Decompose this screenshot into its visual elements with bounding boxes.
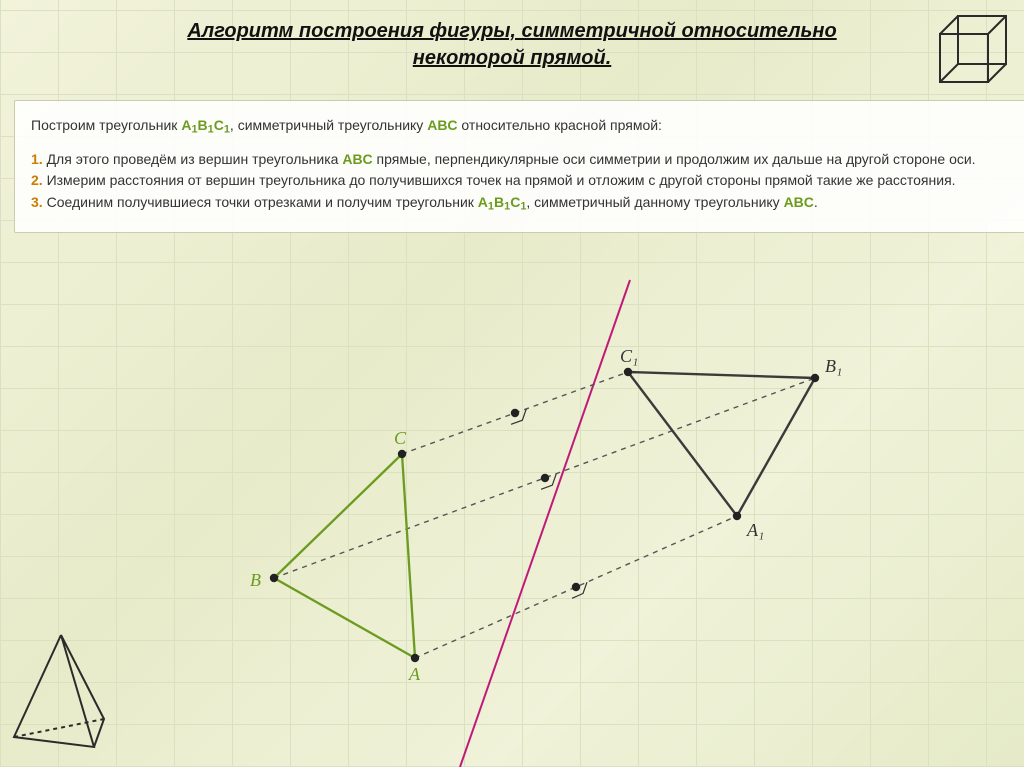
s1a: Для этого проведём из вершин треугольник… — [43, 151, 343, 167]
t-b: B — [198, 117, 208, 133]
intro-mid: , симметричный треугольнику — [230, 117, 427, 133]
t-c: C — [214, 117, 224, 133]
step-1: 1. Для этого проведём из вершин треуголь… — [31, 149, 1024, 171]
s3b: , симметричный данному треугольнику — [526, 194, 783, 210]
intro-pre: Построим треугольник — [31, 117, 181, 133]
abc1: ABC — [427, 117, 457, 133]
n2: 2. — [31, 172, 43, 188]
n3: 3. — [31, 194, 43, 210]
intro-post: относительно красной прямой: — [458, 117, 662, 133]
title-line1: Алгоритм построения фигуры, симметричной… — [187, 20, 836, 42]
step-3: 3. Соединим получившиеся точки отрезками… — [31, 192, 1024, 216]
title-line2: некоторой прямой. — [413, 47, 612, 69]
t-a: A — [181, 117, 191, 133]
s3c: . — [814, 194, 818, 210]
step-2: 2. Измерим расстояния от вершин треуголь… — [31, 170, 1024, 192]
t2-c: C — [510, 194, 520, 210]
s2: Измерим расстояния от вершин треугольник… — [43, 172, 956, 188]
page-title: Алгоритм построения фигуры, симметричной… — [0, 18, 1024, 72]
tetrahedron-icon — [6, 629, 116, 759]
n1: 1. — [31, 151, 43, 167]
s1b: прямые, перпендикулярные оси симметрии и… — [373, 151, 976, 167]
intro-line: Построим треугольник A1B1C1, симметричны… — [31, 115, 1024, 139]
s3a: Соединим получившиеся точки отрезками и … — [43, 194, 478, 210]
t2-a: A — [478, 194, 488, 210]
t2-b: B — [494, 194, 504, 210]
algorithm-text: Построим треугольник A1B1C1, симметричны… — [14, 100, 1024, 233]
abc2: ABC — [342, 151, 372, 167]
abc3: ABC — [784, 194, 814, 210]
